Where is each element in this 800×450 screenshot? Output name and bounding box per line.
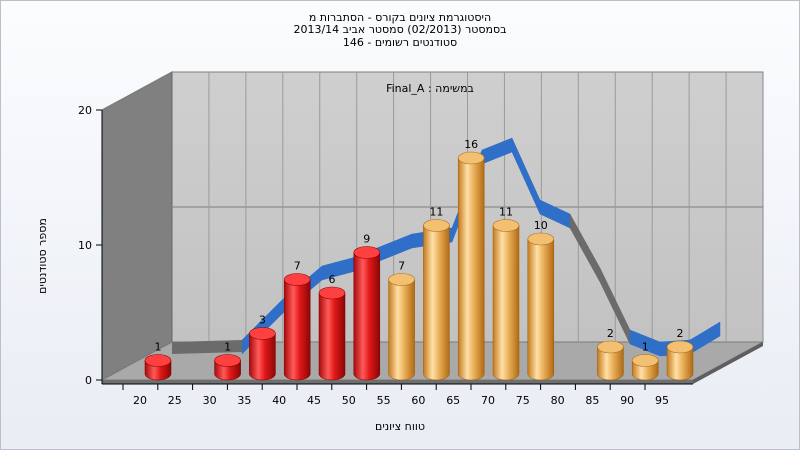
x-tick-label: 35 bbox=[237, 394, 251, 407]
x-tick-label: 55 bbox=[377, 394, 391, 407]
bar bbox=[318, 292, 346, 381]
bar-top bbox=[492, 219, 520, 232]
x-tick-label: 85 bbox=[585, 394, 599, 407]
y-tick-label: 20 bbox=[78, 104, 92, 117]
gridline-h bbox=[101, 206, 763, 246]
bar-value-label: 1 bbox=[224, 341, 231, 354]
bar-value-label: 1 bbox=[155, 341, 162, 354]
floor-side bbox=[693, 342, 763, 384]
floor-edge bbox=[102, 380, 693, 384]
x-tick-label: 75 bbox=[516, 394, 530, 407]
y-tick-label: 0 bbox=[85, 374, 92, 387]
bar bbox=[283, 279, 311, 381]
bar-value-label: 11 bbox=[499, 206, 513, 219]
chart-title-line-3: 146 - סטודנטים רשומים bbox=[342, 36, 458, 49]
bar-value-label: 9 bbox=[363, 233, 370, 246]
chart-gridlines bbox=[101, 71, 763, 342]
bar-top bbox=[631, 354, 659, 367]
x-tick-label: 95 bbox=[655, 394, 669, 407]
bar-value-label: 2 bbox=[677, 327, 684, 340]
chart-inner-title: Final_A : במשימה bbox=[386, 82, 474, 95]
x-tick-label: 90 bbox=[620, 394, 634, 407]
x-tick-label: 20 bbox=[133, 394, 147, 407]
bar-top bbox=[318, 286, 346, 300]
x-tick-label: 50 bbox=[342, 394, 356, 407]
x-tick-label: 65 bbox=[446, 394, 460, 407]
x-axis-label: טווח ציונים bbox=[375, 420, 425, 433]
bar-top bbox=[423, 219, 450, 232]
bar-value-label: 3 bbox=[259, 314, 266, 327]
chart-axes: 0 10 20 20 25 30 35 40 45 50 55 60 65 70 75 80 85 90 95 bbox=[78, 104, 693, 407]
bar-top bbox=[388, 273, 415, 286]
x-tick-label: 30 bbox=[203, 394, 217, 407]
bar-value-label: 6 bbox=[329, 273, 336, 286]
bar-value-label: 10 bbox=[534, 219, 548, 232]
bar-value-label: 7 bbox=[294, 260, 301, 273]
x-tick-label: 80 bbox=[551, 394, 565, 407]
x-tick-label: 45 bbox=[307, 394, 321, 407]
x-tick-label: 40 bbox=[272, 394, 286, 407]
bar-top bbox=[666, 340, 694, 354]
bar bbox=[666, 346, 694, 381]
bar-value-label: 16 bbox=[464, 138, 478, 151]
bar-value-label: 2 bbox=[607, 327, 614, 340]
bar bbox=[423, 225, 450, 381]
bar bbox=[353, 252, 381, 381]
bar-top bbox=[283, 273, 311, 286]
curve-segment bbox=[172, 340, 242, 354]
chart-title-line-2: בסמסטר (02/2013) סמסטר אביב 2013/14 bbox=[293, 23, 507, 36]
bar-top bbox=[527, 232, 555, 246]
x-tick-label: 60 bbox=[411, 394, 425, 407]
x-tick-label: 25 bbox=[168, 394, 182, 407]
bar bbox=[597, 346, 624, 381]
bar bbox=[249, 333, 276, 381]
bar bbox=[527, 238, 555, 381]
bar-top bbox=[249, 327, 276, 340]
chart-title-line-1: היסטוגרמת ציונים בקורס - הסתברות מ bbox=[308, 11, 492, 24]
gridline-h bbox=[101, 71, 763, 111]
bar-value-label: 7 bbox=[398, 260, 405, 273]
bar-top bbox=[353, 246, 381, 259]
bar-top bbox=[457, 151, 485, 165]
bar-top bbox=[214, 354, 241, 367]
x-tick-label: 70 bbox=[481, 394, 495, 407]
y-tick-label: 10 bbox=[78, 239, 92, 252]
bar-value-label: 11 bbox=[429, 206, 443, 219]
bar-top bbox=[597, 340, 624, 354]
bar bbox=[492, 225, 520, 381]
bar bbox=[388, 279, 415, 381]
bar bbox=[457, 157, 485, 381]
bar-value-label: 1 bbox=[642, 341, 649, 354]
bar-top bbox=[144, 354, 172, 367]
